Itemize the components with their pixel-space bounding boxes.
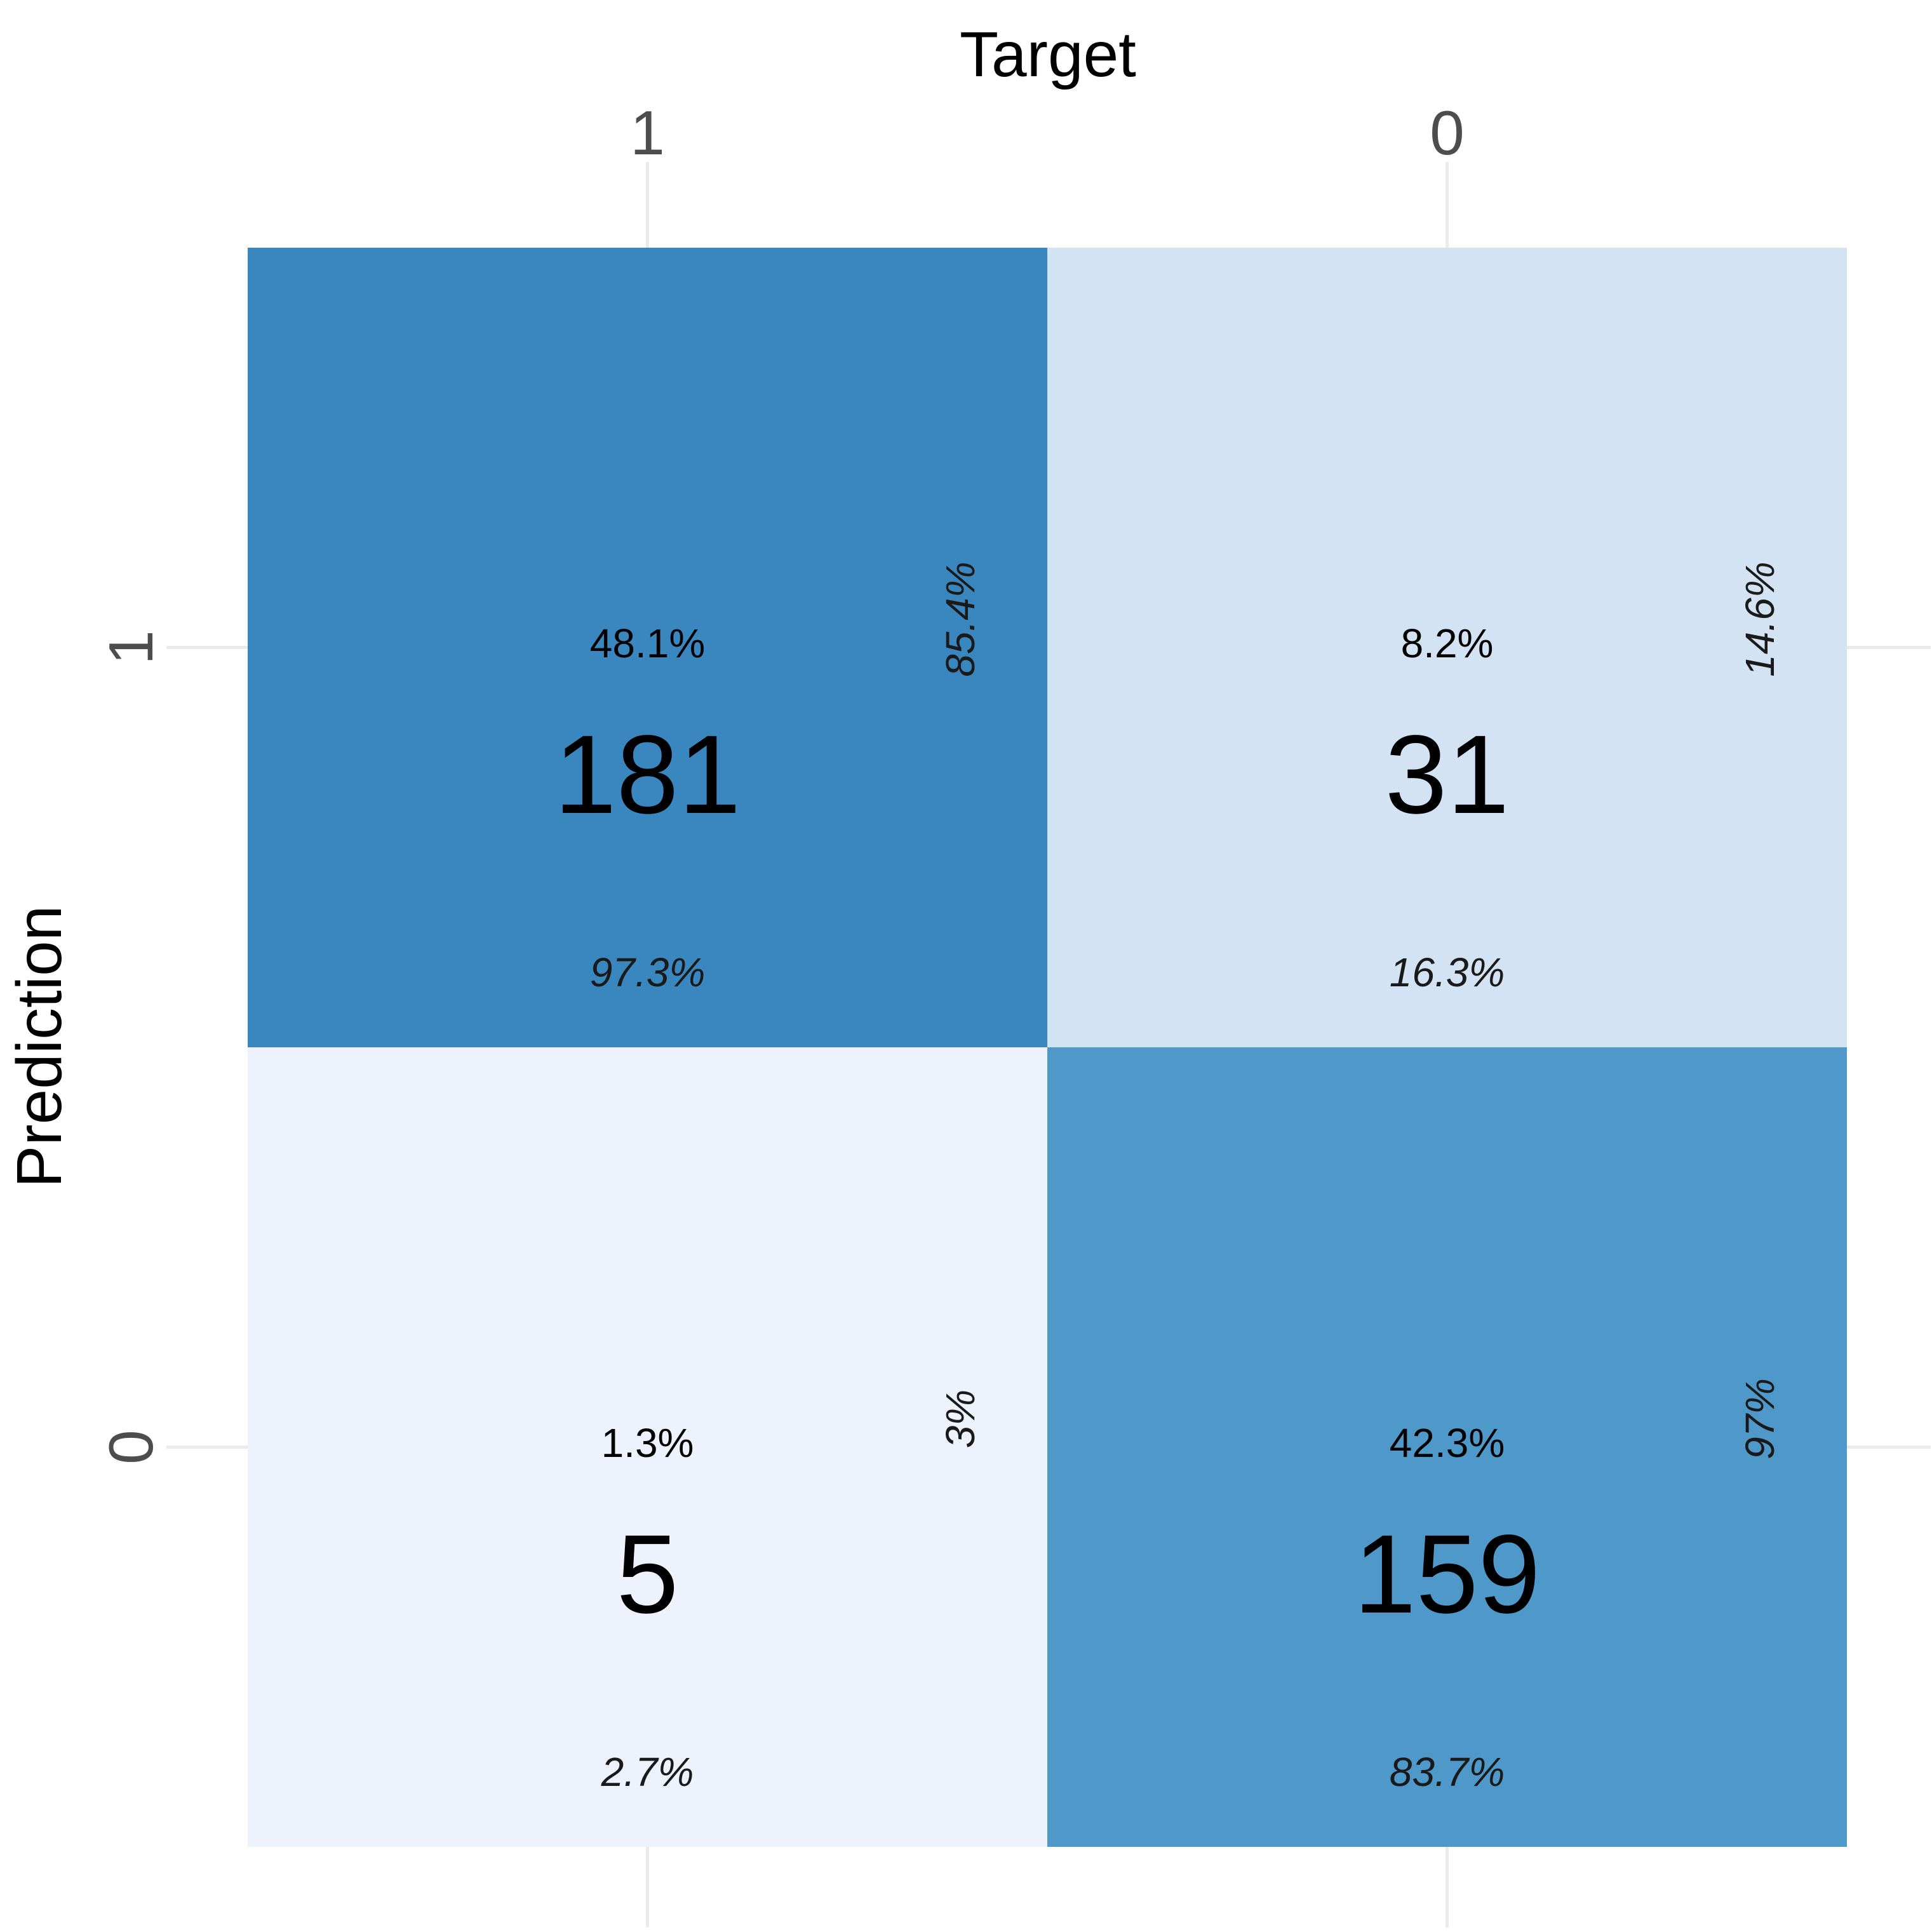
x-tick-label: 1: [630, 98, 665, 168]
cell-overall-pct-label: 1.3%: [601, 1420, 694, 1466]
matrix-cell: [1047, 1047, 1847, 1847]
cell-col-pct-label: 97.3%: [590, 949, 705, 995]
cell-count-label: 31: [1385, 713, 1510, 837]
cell-col-pct-label: 83.7%: [1390, 1749, 1505, 1795]
cell-col-pct-label: 2.7%: [601, 1749, 694, 1795]
matrix-cell: [1047, 248, 1847, 1047]
cell-row-pct-label: 97%: [1737, 1378, 1783, 1459]
matrix-cell: [248, 1047, 1047, 1847]
cell-count-label: 181: [554, 713, 741, 837]
cell-count-label: 159: [1354, 1512, 1541, 1637]
y-axis-title: Prediction: [4, 906, 75, 1188]
cell-col-pct-label: 16.3%: [1390, 949, 1505, 995]
x-axis-title: Target: [960, 19, 1136, 90]
cell-row-pct-label: 14.6%: [1737, 561, 1783, 676]
cell-row-pct-label: 3%: [937, 1390, 983, 1449]
matrix-cell: [248, 248, 1047, 1047]
cell-overall-pct-label: 8.2%: [1401, 621, 1494, 666]
y-tick-label: 0: [96, 1430, 166, 1465]
matrix-cells: [248, 248, 1847, 1847]
cell-count-label: 5: [617, 1512, 679, 1637]
x-tick-label: 0: [1430, 98, 1465, 168]
cell-row-pct-label: 85.4%: [937, 561, 983, 676]
tick-labels: 1 0 1 0: [96, 98, 1465, 1465]
cell-labels: 48.1% 181 97.3% 85.4% 8.2% 31 16.3% 14.6% 1.3% 5 2…: [554, 561, 1783, 1795]
cell-overall-pct-label: 48.1%: [590, 621, 705, 666]
y-tick-label: 1: [96, 630, 166, 665]
cell-overall-pct-label: 42.3%: [1390, 1420, 1505, 1466]
